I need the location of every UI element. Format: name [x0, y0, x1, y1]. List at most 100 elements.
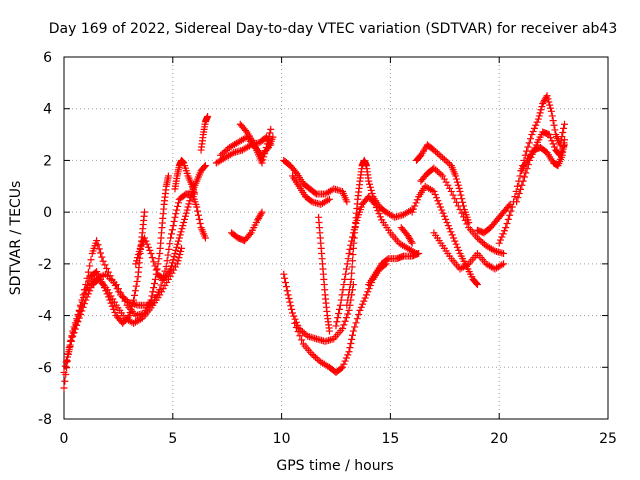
data-point [288, 305, 296, 313]
data-point [337, 296, 345, 304]
data-point [186, 197, 194, 205]
data-point [362, 291, 370, 299]
data-point [544, 95, 552, 103]
data-point [130, 296, 138, 304]
data-point [451, 237, 459, 245]
data-point [171, 213, 179, 221]
data-point [521, 151, 529, 159]
data-point [261, 150, 269, 158]
data-point [458, 195, 466, 203]
data-point [347, 241, 355, 249]
data-point [343, 301, 351, 309]
data-point [151, 280, 159, 288]
data-point [313, 355, 321, 363]
data-point [366, 183, 374, 191]
data-point [284, 291, 292, 299]
data-point [431, 191, 439, 199]
data-point [368, 190, 376, 198]
data-point [525, 139, 533, 147]
data-point [258, 208, 266, 216]
data-point [146, 246, 154, 254]
data-point [260, 153, 268, 161]
data-point [499, 230, 507, 238]
data-point [349, 233, 357, 241]
data-point [559, 129, 567, 137]
x-tick-label: 0 [60, 431, 69, 447]
data-point [352, 220, 360, 228]
data-point [434, 197, 442, 205]
data-point [516, 172, 524, 180]
data-point [173, 260, 181, 268]
data-point [84, 290, 92, 298]
data-point [439, 209, 447, 217]
data-point [262, 144, 270, 151]
data-point [374, 207, 382, 215]
data-point [185, 200, 193, 208]
data-point [530, 124, 538, 132]
data-point [291, 319, 299, 327]
data-point [61, 377, 69, 385]
data-point [357, 303, 365, 311]
data-point [195, 215, 203, 223]
data-point [518, 181, 526, 189]
data-point [500, 250, 508, 258]
data-point [348, 269, 356, 277]
data-point [73, 321, 81, 329]
data-point [201, 162, 209, 170]
data-point [148, 254, 156, 262]
chart-title: Day 169 of 2022, Sidereal Day-to-day VTE… [49, 21, 618, 37]
x-tick-labels: 0 5 10 15 20 25 [60, 431, 617, 447]
data-point [459, 198, 467, 206]
data-point [340, 360, 348, 368]
plot-frame [63, 56, 609, 420]
data-point [173, 206, 181, 214]
data-point [347, 339, 355, 347]
data-point [169, 222, 177, 230]
data-point [163, 257, 171, 265]
data-point [346, 245, 354, 253]
data-point [170, 217, 178, 225]
data-point [346, 281, 354, 289]
data-point [437, 152, 445, 160]
data-point [547, 104, 555, 112]
data-point [187, 194, 195, 202]
data-point [134, 254, 142, 262]
data-point [292, 323, 300, 331]
data-point [184, 203, 192, 211]
data-point [455, 246, 463, 254]
data-point [171, 250, 179, 258]
data-point [506, 211, 514, 219]
data-point [444, 222, 452, 230]
data-point [450, 234, 458, 242]
data-point [339, 363, 347, 371]
data-point [74, 318, 82, 326]
data-point [194, 211, 202, 219]
data-point [452, 172, 460, 180]
data-point [355, 311, 363, 319]
data-point [98, 253, 106, 261]
data-point [131, 287, 139, 295]
x-tick-label: 10 [273, 431, 291, 447]
data-point [174, 237, 182, 245]
data-point [177, 228, 185, 236]
data-point [346, 344, 354, 352]
data-point [165, 245, 173, 253]
data-point [201, 234, 209, 242]
data-point [342, 354, 350, 362]
data-point [111, 308, 119, 316]
data-point [86, 262, 94, 270]
data-point [143, 240, 151, 248]
data-point [475, 236, 483, 244]
data-point [545, 131, 553, 139]
data-point [348, 237, 356, 245]
data-point [348, 335, 356, 343]
data-point [365, 177, 373, 185]
data-point [175, 234, 183, 242]
data-point [60, 368, 68, 376]
data-point [412, 199, 420, 207]
data-point [383, 256, 391, 264]
data-point [349, 251, 357, 259]
data-point [341, 275, 349, 283]
grid [64, 57, 608, 419]
data-point [497, 236, 505, 244]
